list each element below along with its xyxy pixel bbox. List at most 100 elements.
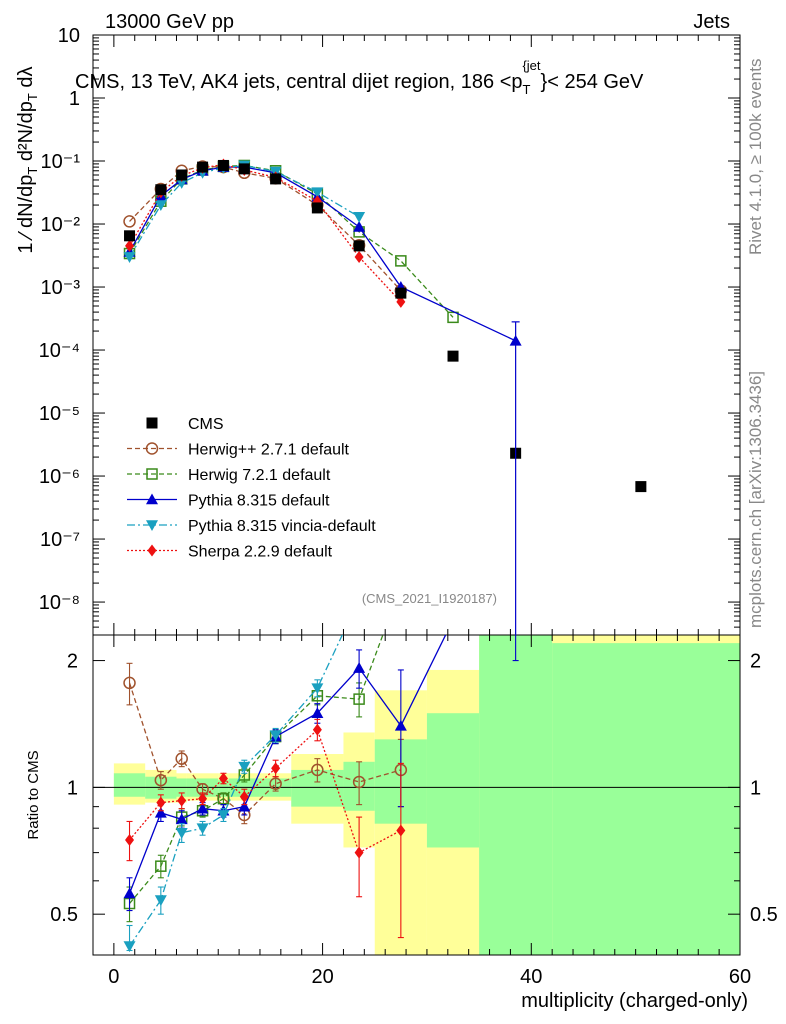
ratio-point-sherpa-2-2-9-default bbox=[396, 824, 406, 837]
header-left: 13000 GeV pp bbox=[105, 11, 234, 33]
ratio-point-herwig-2-7-1-default bbox=[269, 777, 282, 791]
legend-label-sherpa-2-2-9-default: Sherpa 2.2.9 default bbox=[188, 544, 333, 561]
ratio-point-herwig-2-7-1-default bbox=[352, 775, 366, 789]
band-inner-10 bbox=[426, 713, 480, 848]
y-tick-label-ratio-right: 2 bbox=[750, 651, 761, 673]
y-tick-label-main: 10⁻⁴ bbox=[39, 340, 80, 362]
legend-marker-herwig-2-7-1-default bbox=[145, 442, 159, 455]
ratio-point-sherpa-2-2-9-default bbox=[239, 790, 249, 803]
ratio-point-sherpa-2-2-9-default bbox=[354, 846, 364, 859]
main-point-herwig-2-7-1-default bbox=[123, 215, 136, 228]
legend-marker-cms bbox=[146, 417, 158, 429]
main-point-cms bbox=[447, 350, 459, 362]
legend-label-cms: CMS bbox=[188, 416, 224, 433]
legend-marker-pythia-8-315-vincia-default bbox=[146, 520, 158, 531]
main-point-pythia-8-315-vincia-default bbox=[311, 187, 324, 199]
legend-entry-herwig-2-7-1-default: Herwig++ 2.7.1 default bbox=[127, 442, 350, 459]
ratio-frame bbox=[92, 634, 741, 956]
chart-title-main: CMS, 13 TeV, AK4 jets, central dijet reg… bbox=[75, 71, 523, 93]
x-tick-label: 60 bbox=[729, 966, 751, 988]
main-point-cms bbox=[270, 173, 282, 185]
ratio-point-pythia-8-315-vincia-default bbox=[175, 828, 188, 839]
x-axis-label: multiplicity (charged-only) bbox=[521, 990, 748, 1012]
ratio-point-pythia-8-315-default bbox=[175, 813, 188, 825]
band-inner-12 bbox=[552, 643, 740, 955]
main-point-cms bbox=[217, 159, 229, 171]
chart-title-sub: T bbox=[523, 82, 531, 97]
ratio-point-pythia-8-315-default bbox=[353, 662, 366, 673]
ratio-point-pythia-8-315-vincia-default bbox=[311, 683, 324, 695]
main-point-herwig-7-2-1-default bbox=[395, 255, 407, 267]
main-point-cms bbox=[124, 230, 136, 242]
main-point-pythia-8-315-vincia-default bbox=[353, 212, 366, 223]
main-point-pythia-8-315-vincia-default bbox=[123, 252, 136, 263]
y-tick-label-ratio: 0.5 bbox=[50, 904, 78, 926]
main-point-cms bbox=[176, 169, 188, 181]
y-tick-label-main: 10⁻⁷ bbox=[40, 529, 80, 551]
chart-title-tail: }< 254 GeV bbox=[541, 71, 645, 93]
y-tick-label-ratio: 2 bbox=[67, 651, 78, 673]
rivet-label: Rivet 4.1.0, ≥ 100k events bbox=[746, 59, 765, 255]
analysis-id: (CMS_2021_I1920187) bbox=[362, 591, 497, 606]
ratio-series bbox=[123, 524, 519, 953]
main-line-herwig-2-7-1-default bbox=[129, 165, 402, 291]
ratio-point-herwig-7-2-1-default bbox=[448, 524, 458, 534]
main-point-pythia-8-315-default bbox=[353, 220, 366, 232]
y-axis-label-ratio: Ratio to CMS bbox=[25, 750, 42, 839]
x-tick-label: 20 bbox=[311, 966, 333, 988]
legend: CMS Herwig++ 2.7.1 default Herwig 7.2.1 de… bbox=[127, 416, 376, 561]
ratio-point-pythia-8-315-default bbox=[123, 887, 136, 899]
ratio-point-sherpa-2-2-9-default bbox=[177, 794, 187, 807]
chart-title-sup: {jet bbox=[522, 58, 540, 73]
ratio-point-herwig-7-2-1-default bbox=[353, 693, 365, 705]
y-tick-label-main: 10 bbox=[58, 25, 80, 47]
main-series bbox=[123, 158, 647, 635]
ratio-point-pythia-8-315-vincia-default bbox=[269, 730, 282, 742]
ratio-point-sherpa-2-2-9-default bbox=[125, 834, 135, 847]
ratio-point-pythia-8-315-default bbox=[196, 802, 209, 814]
header-right: Jets bbox=[693, 11, 730, 33]
ratio-point-sherpa-2-2-9-default bbox=[312, 723, 322, 736]
ratio-point-herwig-2-7-1-default bbox=[123, 676, 136, 690]
main-point-cms bbox=[353, 240, 365, 252]
axis-ticks: 0 20 40 6010110⁻¹10⁻²10⁻³10⁻⁴10⁻⁵10⁻⁶10⁻⁷10… bbox=[39, 25, 778, 988]
main-point-sherpa-2-2-9-default bbox=[396, 295, 406, 308]
ratio-point-pythia-8-315-default bbox=[238, 800, 251, 812]
ratio-point-herwig-7-2-1-default bbox=[217, 792, 230, 805]
y-tick-label-main: 10⁻⁸ bbox=[39, 592, 80, 614]
legend-entry-pythia-8-315-vincia-default: Pythia 8.315 vincia-default bbox=[127, 518, 376, 535]
ratio-series-sherpa-2-2-9-default bbox=[125, 718, 406, 939]
ratio-point-pythia-8-315-vincia-default bbox=[123, 941, 136, 953]
ratio-point-herwig-7-2-1-default bbox=[155, 860, 167, 872]
x-tick-label: 0 bbox=[108, 966, 119, 988]
y-tick-label-ratio: 1 bbox=[67, 777, 78, 799]
svg-text:1 ⁄ dN/dpT d²N/dpT dλ: 1 ⁄ dN/dpT d²N/dpT dλ bbox=[15, 66, 40, 253]
legend-entry-sherpa-2-2-9-default: Sherpa 2.2.9 default bbox=[127, 544, 333, 561]
band-inner-11 bbox=[479, 635, 553, 955]
y-tick-label-ratio-right: 1 bbox=[750, 777, 761, 799]
legend-entry-herwig-7-2-1-default: Herwig 7.2.1 default bbox=[127, 467, 331, 484]
legend-label-pythia-8-315-vincia-default: Pythia 8.315 vincia-default bbox=[188, 518, 376, 535]
mcplots-label: mcplots.cern.ch [arXiv:1306.3436] bbox=[746, 371, 765, 628]
main-point-cms bbox=[311, 202, 323, 214]
ratio-line-herwig-2-7-1-default bbox=[128, 682, 402, 816]
y-tick-label-main: 10⁻² bbox=[41, 214, 81, 236]
y-tick-label-main: 10⁻⁶ bbox=[39, 466, 80, 488]
ratio-point-pythia-8-315-default bbox=[154, 806, 167, 818]
ratio-point-pythia-8-315-vincia-default bbox=[154, 895, 167, 907]
main-point-pythia-8-315-vincia-default bbox=[154, 200, 167, 212]
legend-label-herwig-2-7-1-default: Herwig++ 2.7.1 default bbox=[188, 442, 350, 459]
main-point-cms bbox=[238, 163, 250, 175]
legend-label-herwig-7-2-1-default: Herwig 7.2.1 default bbox=[188, 467, 331, 484]
ratio-point-sherpa-2-2-9-default bbox=[271, 762, 281, 775]
ratio-point-pythia-8-315-vincia-default bbox=[238, 761, 251, 773]
y-tick-label-main: 10⁻⁵ bbox=[39, 403, 80, 425]
ratio-point-pythia-8-315-vincia-default bbox=[196, 823, 209, 835]
ratio-line-sherpa-2-2-9-default bbox=[129, 728, 402, 854]
legend-marker-herwig-7-2-1-default bbox=[146, 468, 158, 480]
ratio-uncertainty-bands bbox=[113, 635, 740, 955]
main-series-pythia-8-315-vincia-default bbox=[123, 160, 366, 263]
ratio-point-herwig-7-2-1-default bbox=[396, 581, 406, 591]
legend-marker-sherpa-2-2-9-default bbox=[147, 544, 157, 557]
